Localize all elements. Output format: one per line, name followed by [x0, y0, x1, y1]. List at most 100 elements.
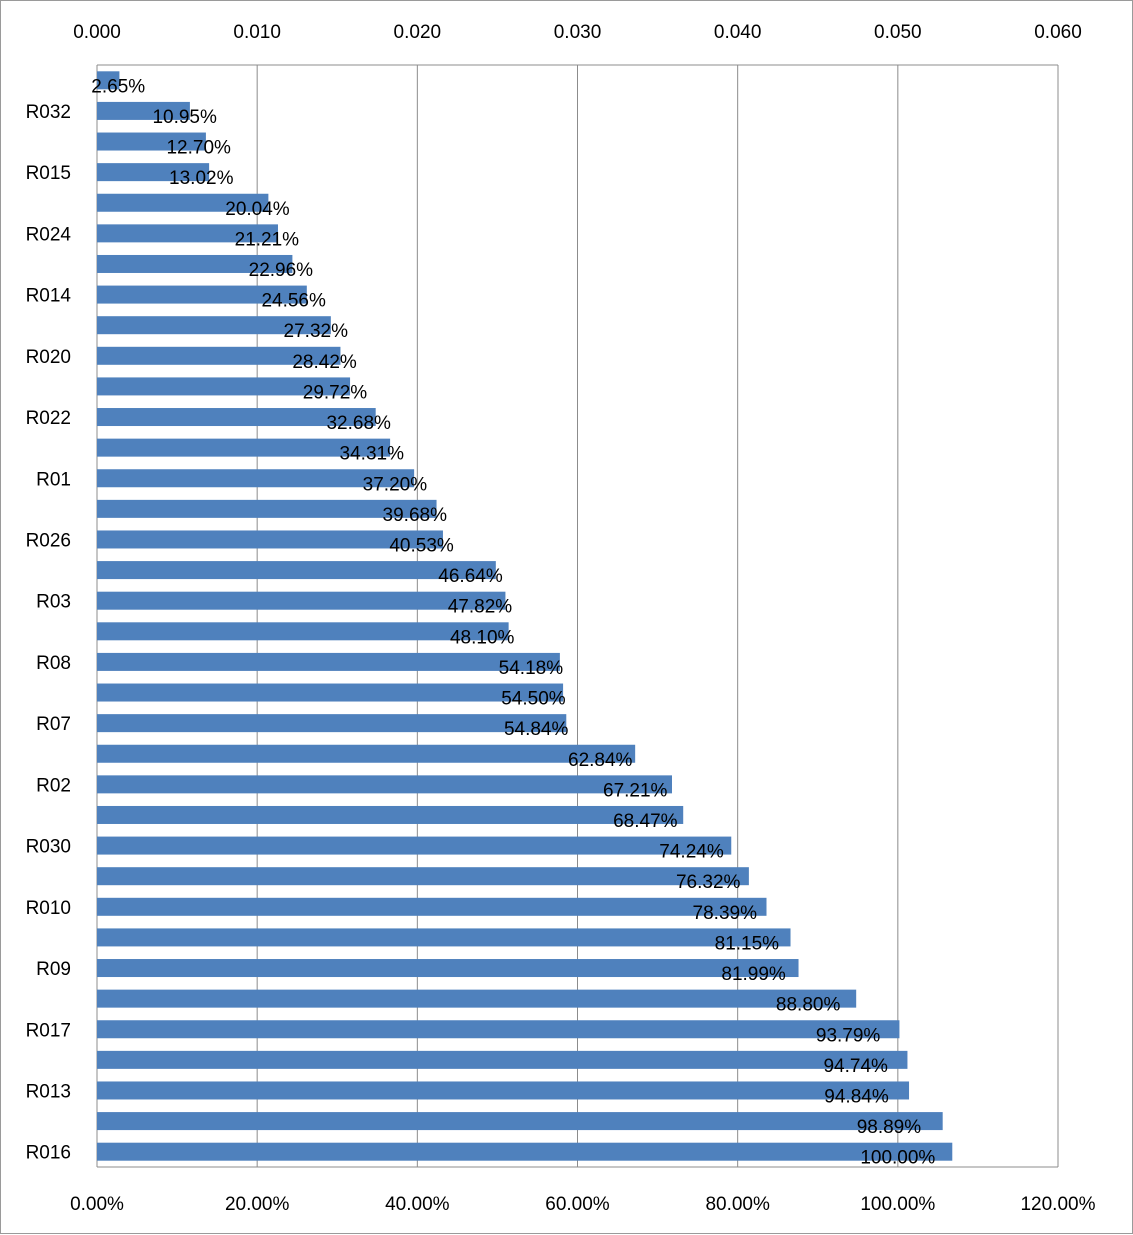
bar: [97, 71, 120, 90]
bar: [97, 254, 293, 273]
cumulative-percent-label: 81.15%: [715, 933, 780, 954]
category-label: R02: [36, 775, 71, 796]
top-axis-tick-label: 0.040: [714, 22, 762, 43]
category-label: R014: [26, 286, 72, 307]
category-label: R010: [26, 898, 71, 919]
cumulative-percent-label: 74.24%: [659, 842, 724, 863]
bar: [97, 1081, 910, 1100]
category-label: R032: [26, 102, 71, 123]
category-label: R08: [36, 653, 71, 674]
bar: [97, 132, 206, 151]
cumulative-percent-label: 54.84%: [504, 719, 569, 740]
bar: [97, 714, 567, 733]
bar: [97, 316, 331, 335]
cumulative-percent-label: 22.96%: [249, 260, 314, 281]
cumulative-percent-label: 12.70%: [166, 138, 231, 159]
bar: [97, 683, 564, 702]
category-label: R013: [26, 1081, 71, 1102]
category-label: R09: [36, 959, 71, 980]
cumulative-percent-label: 76.32%: [676, 872, 741, 893]
bar: [97, 1050, 908, 1069]
top-axis-tick-label: 0.030: [554, 22, 602, 43]
bar: [97, 530, 443, 549]
cumulative-percent-label: 46.64%: [438, 566, 503, 587]
bottom-axis-tick-label: 80.00%: [705, 1194, 770, 1215]
top-axis-tick-label: 0.000: [73, 22, 121, 43]
category-label: R024: [26, 224, 72, 245]
top-axis-tick-label: 0.010: [233, 22, 281, 43]
cumulative-percent-label: 94.84%: [824, 1086, 889, 1107]
cumulative-percent-label: 81.99%: [721, 964, 786, 985]
bar: [97, 867, 749, 886]
category-label: R017: [26, 1020, 71, 1041]
bar: [97, 438, 391, 457]
cumulative-percent-label: 20.04%: [225, 199, 290, 220]
cumulative-percent-label: 10.95%: [152, 107, 217, 128]
bar: [97, 959, 799, 978]
cumulative-percent-label: 29.72%: [303, 382, 368, 403]
bar: [97, 897, 767, 916]
bar: [97, 1020, 900, 1039]
bar: [97, 775, 672, 794]
category-label: R030: [26, 837, 71, 858]
category-label: R01: [36, 469, 71, 490]
category-label: R020: [26, 347, 71, 368]
bar: [97, 101, 190, 120]
bar: [97, 622, 509, 641]
bar: [97, 408, 376, 427]
cumulative-percent-label: 54.50%: [501, 689, 566, 710]
top-axis-tick-label: 0.020: [394, 22, 442, 43]
cumulative-percent-label: 37.20%: [363, 474, 428, 495]
bar: [97, 836, 732, 855]
bar: [97, 591, 506, 610]
bar: [97, 346, 341, 365]
bottom-axis-tick-label: 40.00%: [385, 1194, 450, 1215]
category-label: R015: [26, 163, 71, 184]
cumulative-percent-label: 13.02%: [169, 168, 234, 189]
cumulative-percent-label: 54.18%: [499, 658, 564, 679]
cumulative-percent-label: 88.80%: [776, 995, 841, 1016]
bar: [97, 163, 210, 182]
cumulative-percent-label: 48.10%: [450, 627, 515, 648]
cumulative-percent-label: 93.79%: [816, 1025, 881, 1046]
bar: [97, 285, 307, 304]
bar: [97, 561, 496, 580]
cumulative-percent-label: 100.00%: [860, 1148, 935, 1169]
cumulative-percent-label: 47.82%: [448, 597, 513, 618]
cumulative-percent-label: 67.21%: [603, 780, 668, 801]
category-label: R026: [26, 530, 71, 551]
bottom-axis-tick-label: 120.00%: [1020, 1194, 1095, 1215]
bottom-axis-tick-label: 60.00%: [545, 1194, 610, 1215]
cumulative-percent-label: 68.47%: [613, 811, 678, 832]
bottom-axis-tick-label: 20.00%: [225, 1194, 290, 1215]
cumulative-percent-label: 21.21%: [235, 229, 300, 250]
cumulative-percent-label: 24.56%: [261, 291, 326, 312]
cumulative-percent-label: 78.39%: [693, 903, 758, 924]
bar: [97, 193, 269, 212]
cumulative-percent-label: 98.89%: [857, 1117, 922, 1138]
cumulative-percent-label: 40.53%: [389, 535, 454, 556]
bar: [97, 1142, 953, 1161]
category-label: R022: [26, 408, 71, 429]
bar: [97, 989, 857, 1008]
bottom-axis-tick-label: 100.00%: [860, 1194, 935, 1215]
bar: [97, 805, 684, 824]
bar: [97, 469, 415, 488]
bar: [97, 744, 636, 763]
cumulative-percent-label: 2.65%: [91, 76, 145, 97]
category-label: R016: [26, 1143, 71, 1164]
top-axis-tick-label: 0.060: [1034, 22, 1082, 43]
bar: [97, 377, 351, 396]
top-axis-tick-label: 0.050: [874, 22, 922, 43]
category-label: R07: [36, 714, 71, 735]
cumulative-percent-label: 27.32%: [284, 321, 349, 342]
bar: [97, 499, 437, 518]
bar: [97, 928, 791, 947]
cumulative-percent-label: 62.84%: [568, 750, 633, 771]
cumulative-percent-label: 39.68%: [383, 505, 448, 526]
cumulative-percent-label: 94.74%: [823, 1056, 888, 1077]
bottom-axis-tick-label: 0.00%: [70, 1194, 124, 1215]
cumulative-percent-label: 34.31%: [340, 444, 405, 465]
bar: [97, 1112, 943, 1131]
